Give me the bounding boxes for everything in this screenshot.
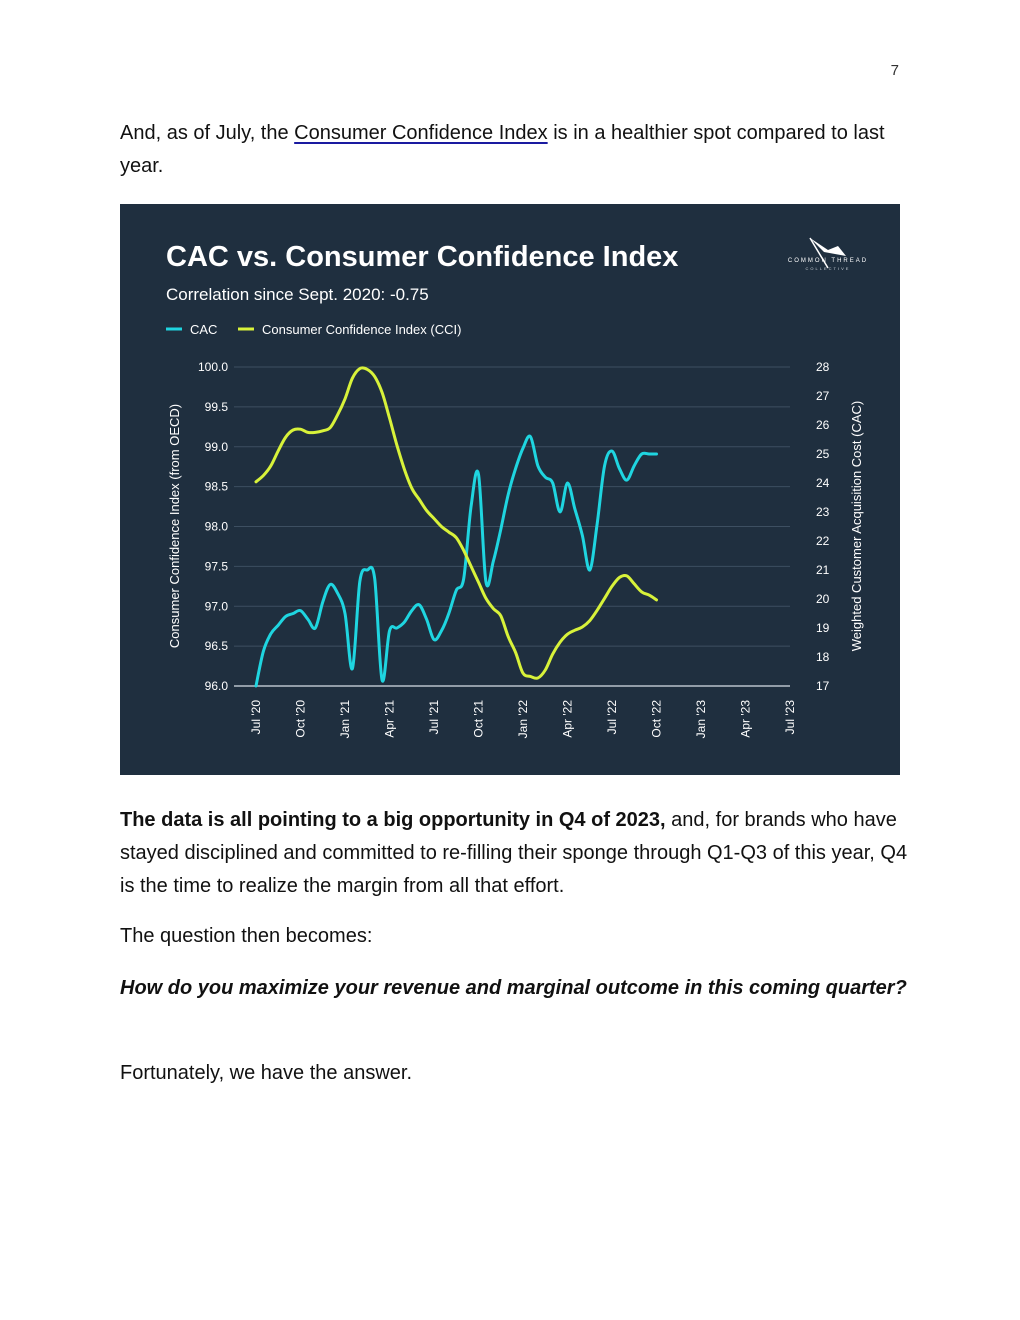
y-left-tick-label: 99.5 — [205, 400, 229, 414]
chart-svg: CAC vs. Consumer Confidence Index Correl… — [166, 237, 868, 739]
x-tick-label: Jul '20 — [249, 700, 263, 735]
intro-text-before: And, as of July, the — [120, 122, 295, 144]
y-right-tick-label: 20 — [816, 592, 830, 606]
flag-icon — [809, 237, 846, 269]
x-tick-label: Jul '21 — [427, 700, 441, 735]
page-number: 7 — [890, 62, 899, 79]
x-tick-label: Apr '23 — [739, 700, 753, 738]
y-axis-left-ticks: 96.0 96.5 97.0 97.5 98.0 98.5 99.0 99.5 100.0 — [198, 360, 228, 693]
y-right-tick-label: 17 — [816, 679, 830, 693]
key-question: How do you maximize your revenue and mar… — [120, 977, 907, 999]
opportunity-rest-text: and, for brands who have stayed discipli… — [120, 809, 908, 897]
legend-cci-label: Consumer Confidence Index (CCI) — [262, 322, 461, 337]
x-tick-label: Jan '22 — [516, 700, 530, 739]
y-left-tick-label: 98.5 — [205, 480, 229, 494]
x-tick-label: Jan '21 — [338, 700, 352, 739]
chart-title: CAC vs. Consumer Confidence Index — [166, 241, 678, 273]
legend-cac-label: CAC — [190, 322, 217, 337]
chart-subtitle: Correlation since Sept. 2020: -0.75 — [166, 285, 429, 304]
intro-paragraph: And, as of July, the Consumer Confidence… — [120, 117, 910, 183]
intro-text-after: is in a healthier spot compared to last … — [120, 122, 885, 177]
y-right-tick-label: 21 — [816, 563, 830, 577]
y-left-tick-label: 100.0 — [198, 360, 228, 374]
y-right-tick-label: 27 — [816, 389, 830, 403]
closing-line: Fortunately, we have the answer. — [120, 1062, 413, 1084]
logo-line-1: COMMON THREAD — [788, 258, 868, 264]
x-tick-label: Jul '22 — [605, 700, 619, 735]
y-left-tick-label: 96.0 — [205, 679, 229, 693]
cac-vs-cci-chart: CAC vs. Consumer Confidence Index Correl… — [120, 204, 900, 775]
y-axis-right-ticks: 17 18 19 20 21 22 23 24 25 26 27 28 — [816, 360, 830, 693]
y-left-tick-label: 98.0 — [205, 520, 229, 534]
x-axis-ticks: Jul '20 Oct '20 Jan '21 Apr '21 Jul '21 Oct '… — [249, 700, 797, 739]
y-left-tick-label: 97.5 — [205, 559, 229, 573]
y-right-tick-label: 28 — [816, 360, 830, 374]
y-axis-left-label: Consumer Confidence Index (from OECD) — [167, 404, 182, 648]
x-tick-label: Oct '21 — [472, 700, 486, 738]
y-right-tick-label: 22 — [816, 534, 830, 548]
question-lead-in: The question then becomes: — [120, 925, 373, 947]
x-tick-label: Apr '22 — [561, 700, 575, 738]
x-tick-label: Oct '20 — [294, 700, 308, 738]
legend: CAC Consumer Confidence Index (CCI) — [166, 322, 461, 337]
y-right-tick-label: 25 — [816, 447, 830, 461]
y-right-tick-label: 23 — [816, 505, 830, 519]
y-right-tick-label: 19 — [816, 621, 830, 635]
y-left-tick-label: 99.0 — [205, 440, 229, 454]
series-lines — [254, 366, 658, 688]
x-tick-label: Oct '22 — [650, 700, 664, 738]
gridlines — [234, 366, 790, 687]
cci-series-line — [254, 366, 658, 680]
x-tick-label: Jul '23 — [783, 700, 797, 735]
consumer-confidence-link[interactable]: Consumer Confidence Index — [294, 122, 548, 144]
y-right-tick-label: 24 — [816, 476, 830, 490]
opportunity-paragraph: The data is all pointing to a big opport… — [120, 804, 910, 903]
y-axis-right-label: Weighted Customer Acquisition Cost (CAC) — [849, 401, 864, 651]
cac-series-line — [254, 434, 658, 688]
opportunity-bold-text: The data is all pointing to a big opport… — [120, 809, 666, 831]
logo-line-2: COLLECTIVE — [806, 266, 851, 271]
x-tick-label: Jan '23 — [694, 700, 708, 739]
y-left-tick-label: 96.5 — [205, 639, 229, 653]
y-right-tick-label: 26 — [816, 418, 830, 432]
y-left-tick-label: 97.0 — [205, 599, 229, 613]
y-right-tick-label: 18 — [816, 650, 830, 664]
x-tick-label: Apr '21 — [383, 700, 397, 738]
brand-logo: COMMON THREAD COLLECTIVE — [788, 237, 868, 271]
